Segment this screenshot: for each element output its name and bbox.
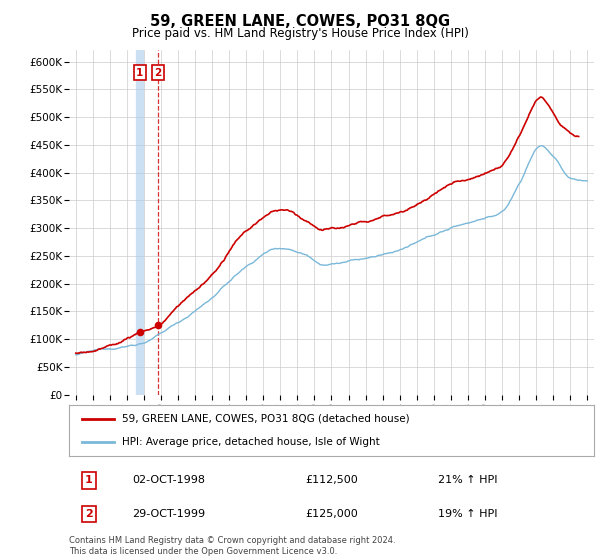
Text: 59, GREEN LANE, COWES, PO31 8QG: 59, GREEN LANE, COWES, PO31 8QG — [150, 14, 450, 29]
Text: 21% ↑ HPI: 21% ↑ HPI — [438, 475, 498, 486]
Text: 2: 2 — [155, 68, 162, 78]
Text: Contains HM Land Registry data © Crown copyright and database right 2024.
This d: Contains HM Land Registry data © Crown c… — [69, 536, 395, 556]
Text: 59, GREEN LANE, COWES, PO31 8QG (detached house): 59, GREEN LANE, COWES, PO31 8QG (detache… — [121, 414, 409, 424]
Text: £125,000: £125,000 — [305, 509, 358, 519]
Text: HPI: Average price, detached house, Isle of Wight: HPI: Average price, detached house, Isle… — [121, 437, 379, 447]
Text: £112,500: £112,500 — [305, 475, 358, 486]
Text: 1: 1 — [85, 475, 93, 486]
Text: 19% ↑ HPI: 19% ↑ HPI — [438, 509, 498, 519]
Text: 29-OCT-1999: 29-OCT-1999 — [132, 509, 205, 519]
Text: 1: 1 — [136, 68, 143, 78]
Text: 02-OCT-1998: 02-OCT-1998 — [132, 475, 205, 486]
Point — [154, 321, 163, 330]
Point — [135, 328, 145, 337]
Text: Price paid vs. HM Land Registry's House Price Index (HPI): Price paid vs. HM Land Registry's House … — [131, 27, 469, 40]
Text: 2: 2 — [85, 509, 93, 519]
